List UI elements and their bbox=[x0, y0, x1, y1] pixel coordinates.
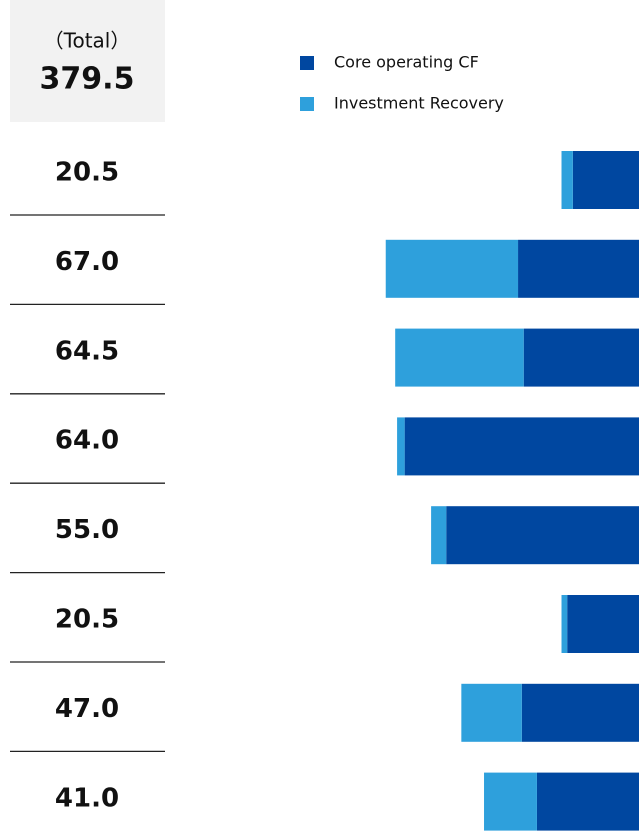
bar-segment bbox=[567, 595, 639, 653]
bar-segment bbox=[395, 328, 524, 387]
legend-label: Core operating CF bbox=[334, 53, 479, 72]
bar-segment bbox=[431, 506, 447, 565]
grand-total: 379.5 bbox=[40, 62, 135, 97]
bar-segment bbox=[572, 151, 639, 209]
bar-segment bbox=[484, 772, 537, 831]
legend-label: Investment Recovery bbox=[334, 94, 504, 113]
row-total: 67.0 bbox=[55, 247, 119, 277]
bar-segment bbox=[521, 683, 639, 742]
bar-segment bbox=[518, 239, 639, 298]
row-total: 20.5 bbox=[55, 158, 119, 188]
bar-segment bbox=[536, 772, 639, 831]
bar-segment bbox=[561, 151, 573, 209]
row-total: 20.5 bbox=[55, 605, 119, 635]
bar-segment bbox=[523, 328, 639, 387]
legend-swatch bbox=[300, 56, 314, 70]
bar-segment bbox=[397, 417, 405, 476]
row-total: 64.5 bbox=[55, 336, 119, 366]
bar-segment bbox=[385, 239, 519, 298]
row-total: 64.0 bbox=[55, 426, 119, 456]
legend-swatch bbox=[300, 97, 314, 111]
bar-segment bbox=[561, 595, 568, 653]
row-total: 41.0 bbox=[55, 783, 119, 813]
row-total: 47.0 bbox=[55, 694, 119, 724]
bar-segment bbox=[446, 506, 639, 565]
row-total: 55.0 bbox=[55, 515, 119, 545]
bar-segment bbox=[461, 683, 522, 742]
total-caption: （Total） bbox=[44, 29, 131, 53]
total-box bbox=[10, 0, 165, 122]
bar-segment bbox=[404, 417, 639, 476]
